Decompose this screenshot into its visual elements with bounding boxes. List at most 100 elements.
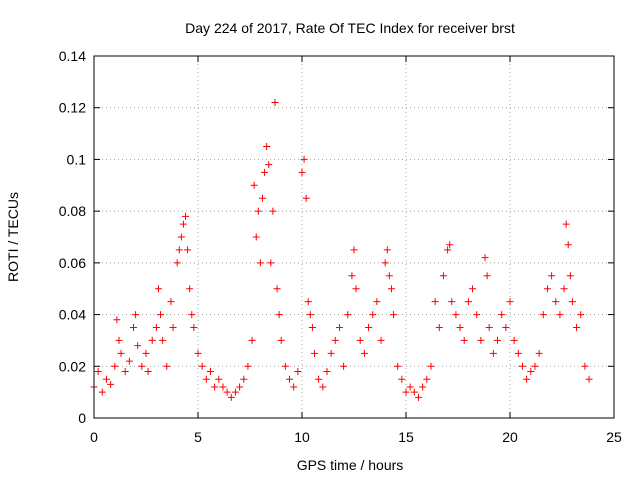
data-point [566, 272, 574, 280]
data-point [350, 246, 358, 254]
data-point [273, 285, 281, 293]
data-point [263, 143, 271, 150]
data-point [163, 362, 171, 370]
data-point [446, 241, 454, 249]
data-point [169, 324, 177, 331]
data-point [552, 298, 560, 306]
y-tick-label: 0.04 [59, 307, 86, 323]
data-point [267, 259, 275, 267]
data-point [121, 367, 129, 375]
data-point [423, 375, 431, 383]
data-point [142, 349, 150, 357]
data-point [144, 367, 152, 375]
x-tick-label: 0 [90, 429, 98, 445]
data-point [448, 298, 456, 306]
data-point [182, 212, 190, 220]
chart-title: Day 224 of 2017, Rate Of TEC Index for r… [185, 20, 515, 36]
data-point [198, 362, 206, 370]
data-point [539, 311, 547, 319]
data-point [564, 241, 572, 249]
data-point [556, 311, 564, 319]
y-tick-label: 0.06 [59, 255, 86, 271]
data-point [254, 207, 262, 215]
data-point [244, 362, 252, 370]
data-point [494, 336, 502, 344]
data-point [298, 168, 306, 176]
data-point [306, 311, 314, 319]
x-tick-label: 5 [194, 429, 202, 445]
data-point [568, 298, 576, 306]
y-tick-label: 0.1 [67, 151, 87, 167]
data-point [444, 246, 452, 254]
data-point [219, 383, 227, 391]
y-tick-label: 0.02 [59, 358, 86, 374]
data-point [535, 349, 543, 357]
data-point [518, 362, 526, 370]
data-point [365, 324, 373, 331]
data-point [481, 254, 489, 262]
data-point [159, 336, 167, 344]
data-point [152, 324, 160, 331]
data-point [290, 383, 298, 391]
data-point [387, 285, 395, 293]
data-point [179, 220, 187, 228]
x-axis-label: GPS time / hours [297, 457, 404, 473]
data-point [294, 367, 302, 375]
data-point [331, 336, 339, 344]
data-point [435, 324, 443, 331]
data-point [304, 298, 312, 306]
data-point [506, 298, 514, 306]
data-point [335, 324, 343, 331]
axis-ticks: 0 5 10 15 20 25 0 0.02 0.04 0.06 0.08 0.1 0.12 0.14 [59, 48, 622, 445]
data-point [250, 181, 258, 189]
data-point [138, 362, 146, 370]
data-point [248, 336, 256, 344]
data-point [560, 285, 568, 293]
data-point [562, 220, 570, 228]
data-point [323, 367, 331, 375]
data-point [360, 349, 368, 357]
data-point [514, 349, 522, 357]
data-point [464, 298, 472, 306]
data-point [419, 383, 427, 391]
data-point [543, 285, 551, 293]
data-point [190, 324, 198, 331]
data-point [252, 233, 260, 241]
data-point [531, 362, 539, 370]
data-point [271, 99, 279, 107]
data-point [211, 383, 219, 391]
data-point [281, 362, 289, 370]
data-point [352, 285, 360, 293]
data-point [502, 324, 510, 331]
data-point [469, 285, 477, 293]
y-tick-label: 0.14 [59, 48, 86, 64]
data-point [111, 362, 119, 370]
data-point [186, 285, 194, 293]
data-point [410, 388, 418, 396]
data-point [261, 168, 269, 176]
data-point [102, 375, 110, 383]
data-point [265, 161, 273, 169]
data-point [286, 375, 294, 383]
data-point [414, 393, 422, 401]
data-point [398, 375, 406, 383]
data-point [202, 375, 210, 383]
y-tick-label: 0.12 [59, 100, 86, 116]
data-point [134, 342, 142, 350]
data-point [215, 375, 223, 383]
data-point [483, 272, 491, 280]
data-point [206, 367, 214, 375]
x-tick-label: 25 [606, 429, 622, 445]
data-point [377, 336, 385, 344]
data-point [402, 388, 410, 396]
data-point [98, 388, 106, 396]
data-point [381, 259, 389, 267]
data-point [167, 298, 175, 306]
data-point [194, 349, 202, 357]
data-point [439, 272, 447, 280]
data-point [308, 324, 316, 331]
data-point [107, 380, 115, 388]
data-point [485, 324, 493, 331]
data-point [327, 349, 335, 357]
